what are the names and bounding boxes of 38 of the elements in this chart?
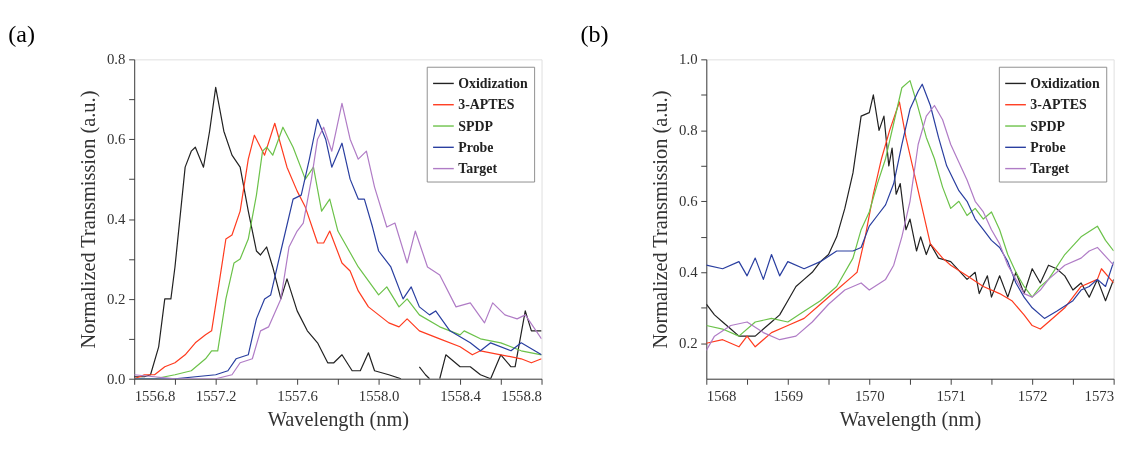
chart-title: (a): [8, 20, 36, 47]
x-tick-label: 1557.2: [195, 387, 237, 404]
y-tick-label: 0.0: [106, 370, 126, 387]
legend-label: Target: [1030, 161, 1070, 177]
y-axis-title: Normalized Transmission (a.u.): [649, 90, 672, 349]
y-axis-title: Normalized Transmission (a.u.): [76, 90, 100, 349]
x-tick-label: 1558.0: [358, 387, 400, 404]
x-tick-label: 1572: [1017, 387, 1048, 404]
legend-label: 3-APTES: [1030, 97, 1087, 113]
x-tick-label: 1571: [936, 387, 966, 404]
legend-label: SPDP: [1030, 118, 1066, 134]
x-tick-label: 1568: [706, 387, 737, 404]
legend-label: SPDP: [458, 118, 494, 134]
y-tick-label: 1.0: [679, 51, 698, 68]
x-tick-label: 1570: [854, 387, 885, 404]
legend-label: Oxidization: [458, 76, 528, 92]
y-tick-label: 0.6: [679, 193, 698, 210]
y-tick-label: 0.8: [106, 51, 126, 68]
legend-label: Probe: [1030, 139, 1066, 155]
x-axis-title: Wavelength (nm): [267, 408, 410, 432]
y-tick-label: 0.4: [106, 211, 127, 228]
y-tick-label: 0.2: [679, 335, 698, 352]
legend-label: 3-APTES: [458, 97, 515, 113]
x-tick-label: 1557.6: [277, 387, 318, 404]
legend-label: Probe: [458, 139, 494, 155]
x-tick-label: 1573: [1084, 387, 1115, 404]
chart-title: (b): [580, 20, 609, 47]
y-tick-label: 0.2: [106, 290, 126, 307]
y-tick-label: 0.4: [679, 264, 699, 281]
legend-label: Target: [458, 161, 498, 177]
y-tick-label: 0.6: [106, 131, 126, 148]
legend-label: Oxidization: [1030, 76, 1101, 92]
x-axis-title: Wavelength (nm): [839, 408, 982, 432]
x-tick-label: 1558.4: [440, 387, 482, 404]
y-tick-label: 0.8: [679, 122, 698, 139]
x-tick-label: 1556.8: [134, 387, 176, 404]
x-tick-label: 1569: [773, 387, 804, 404]
x-tick-label: 1558.8: [501, 387, 543, 404]
